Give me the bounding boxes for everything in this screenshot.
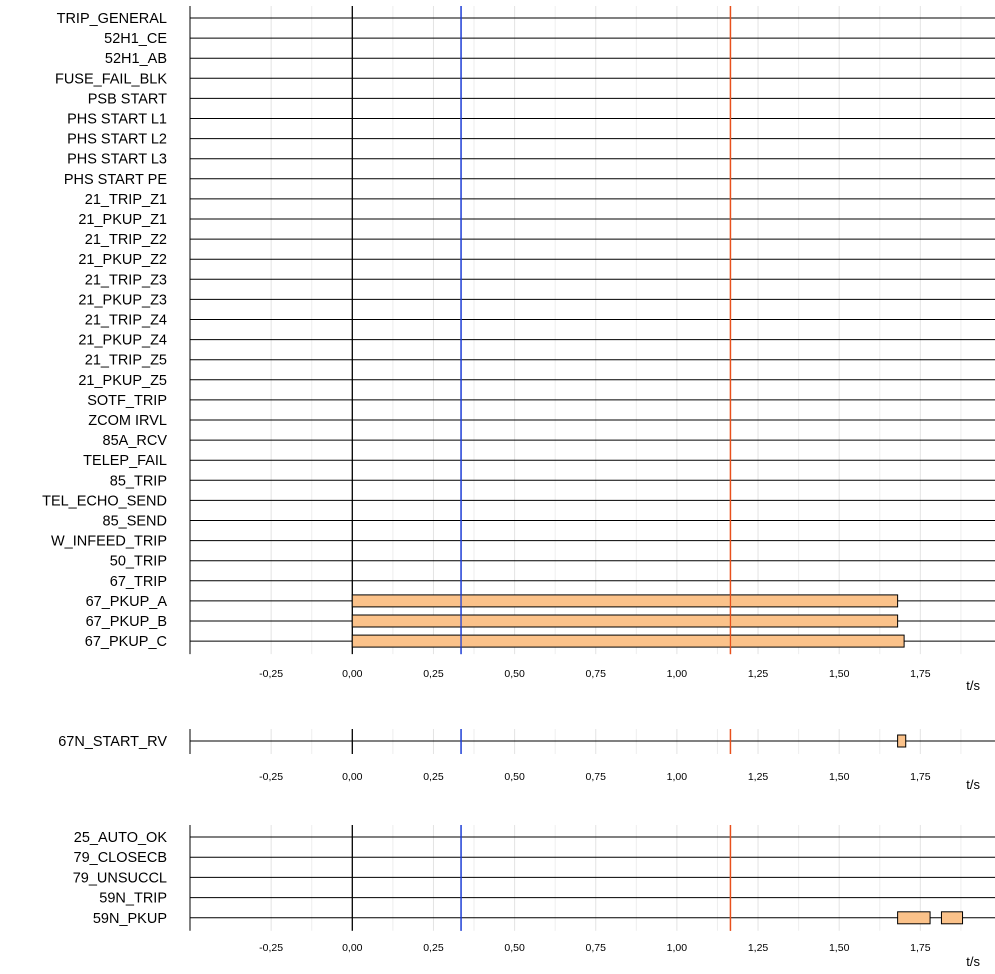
active-bar: [351, 614, 899, 628]
signal-label: 59N_PKUP: [93, 911, 167, 927]
signal-label: 21_TRIP_Z5: [85, 353, 167, 369]
x-tick-label: 0,00: [342, 668, 363, 680]
x-tick-label: 0,00: [342, 942, 363, 954]
x-tick-label: 1,75: [910, 771, 931, 783]
active-bar: [351, 634, 905, 648]
x-tick-label: 0,25: [423, 771, 444, 783]
x-tick-label: 1,75: [910, 942, 931, 954]
signal-label: TRIP_GENERAL: [57, 11, 167, 27]
signal-label: 85_SEND: [103, 514, 167, 530]
x-tick-label: 1,25: [748, 771, 769, 783]
x-tick-label: 0,50: [504, 668, 525, 680]
signal-label: TEL_ECHO_SEND: [42, 493, 167, 509]
active-bar: [897, 734, 907, 748]
signal-label: 67_PKUP_A: [86, 594, 168, 610]
x-tick-label: 1,50: [829, 668, 850, 680]
signal-label: 21_PKUP_Z3: [78, 292, 167, 308]
signal-label: SOTF_TRIP: [87, 393, 167, 409]
x-tick-label: -0,25: [259, 771, 283, 783]
timeline-panel-2: 67N_START_RV -0,25 0,00 0,25 0,50 0,75 1,00 1,2…: [58, 729, 995, 792]
x-tick-label: 1,25: [748, 942, 769, 954]
signal-label: 52H1_CE: [104, 31, 167, 47]
active-bar: [351, 594, 899, 608]
signal-label: 21_TRIP_Z1: [85, 192, 167, 208]
x-tick-label: -0,25: [259, 942, 283, 954]
signal-label: 85A_RCV: [103, 433, 168, 449]
signal-label: 79_UNSUCCL: [73, 870, 167, 886]
signal-label: 21_PKUP_Z2: [78, 252, 167, 268]
x-tick-label: 0,25: [423, 942, 444, 954]
signal-label: W_INFEED_TRIP: [51, 534, 167, 550]
x-tick-label: 1,00: [667, 771, 688, 783]
x-tick-label: 0,75: [586, 942, 607, 954]
signal-label: 67N_START_RV: [58, 734, 167, 750]
x-tick-label: 1,50: [829, 771, 850, 783]
signal-label: PHS START PE: [64, 172, 167, 188]
x-axis-unit: t/s: [966, 954, 980, 969]
x-axis-unit: t/s: [966, 678, 980, 693]
x-tick-label: 0,75: [586, 771, 607, 783]
signal-label: 67_PKUP_C: [85, 634, 167, 650]
x-axis-unit: t/s: [966, 777, 980, 792]
signal-label: 21_TRIP_Z4: [85, 313, 167, 329]
signal-label: TELEP_FAIL: [83, 453, 167, 469]
x-tick-label: 1,00: [667, 942, 688, 954]
signal-label: PHS START L1: [67, 112, 167, 128]
signal-label: 79_CLOSECB: [74, 850, 168, 866]
signal-label: PSB START: [88, 91, 167, 107]
timeline-panel-1: TRIP_GENERAL 52H1_CE 52H1_AB FUSE_FAIL_BLK P…: [42, 6, 995, 693]
active-bar: [897, 911, 931, 925]
signal-label: 59N_TRIP: [99, 891, 167, 907]
signal-label: 21_PKUP_Z4: [78, 333, 167, 349]
signal-label: PHS START L3: [67, 152, 167, 168]
signal-label: ZCOM IRVL: [88, 413, 167, 429]
x-tick-label: 0,50: [504, 942, 525, 954]
x-tick-label: -0,25: [259, 668, 283, 680]
signal-label: FUSE_FAIL_BLK: [55, 71, 167, 87]
active-bar: [940, 911, 964, 925]
signal-label: 50_TRIP: [110, 554, 167, 570]
signal-label: PHS START L2: [67, 132, 167, 148]
signal-label: 21_PKUP_Z1: [78, 212, 167, 228]
x-tick-label: 0,75: [586, 668, 607, 680]
signal-label: 52H1_AB: [105, 51, 167, 67]
timeline-panel-3: 25_AUTO_OK 79_CLOSECB 79_UNSUCCL 59N_TRIP 59…: [73, 825, 995, 969]
signal-label: 21_TRIP_Z2: [85, 232, 167, 248]
signal-label: 67_TRIP: [110, 574, 167, 590]
x-tick-label: 1,25: [748, 668, 769, 680]
x-tick-label: 1,00: [667, 668, 688, 680]
signal-label: 25_AUTO_OK: [74, 830, 168, 846]
signal-label: 85_TRIP: [110, 473, 167, 489]
x-tick-label: 0,50: [504, 771, 525, 783]
signal-label: 21_TRIP_Z3: [85, 272, 167, 288]
x-tick-label: 0,25: [423, 668, 444, 680]
signal-label: 21_PKUP_Z5: [78, 373, 167, 389]
x-tick-label: 0,00: [342, 771, 363, 783]
signal-label: 67_PKUP_B: [86, 614, 167, 630]
x-tick-label: 1,75: [910, 668, 931, 680]
x-tick-label: 1,50: [829, 942, 850, 954]
